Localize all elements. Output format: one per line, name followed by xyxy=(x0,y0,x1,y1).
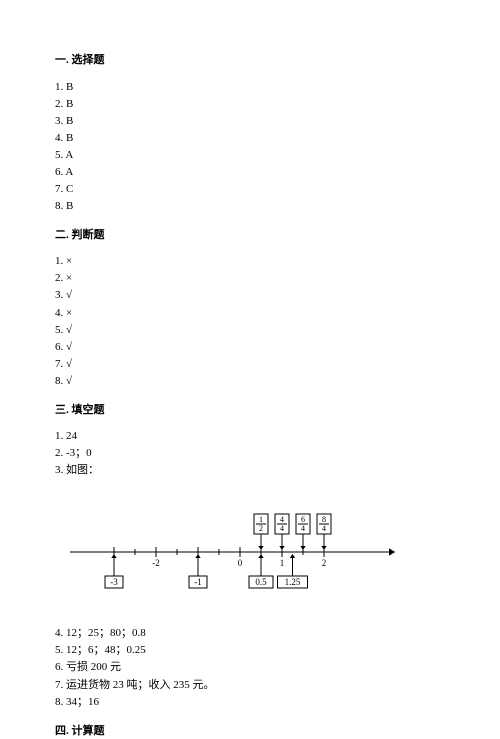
judge-answer: 6. √ xyxy=(55,339,445,356)
fill-answer: 6. 亏损 200 元 xyxy=(55,659,445,676)
choice-answer: 3. B xyxy=(55,113,445,130)
choice-answer: 6. A xyxy=(55,164,445,181)
judge-answer: 8. √ xyxy=(55,373,445,390)
svg-text:4: 4 xyxy=(280,524,284,533)
choice-answer-list: 1. B 2. B 3. B 4. B 5. A 6. A 7. C 8. B xyxy=(55,79,445,215)
fill-answer: 5. 12；6；48；0.25 xyxy=(55,642,445,659)
svg-text:4: 4 xyxy=(322,524,326,533)
svg-text:6: 6 xyxy=(301,515,305,524)
svg-text:0: 0 xyxy=(238,558,243,568)
judge-answer: 3. √ xyxy=(55,287,445,304)
section-heading-fill: 三. 填空题 xyxy=(55,402,445,419)
svg-text:-2: -2 xyxy=(152,558,160,568)
judge-answer-list: 1. × 2. × 3. √ 4. × 5. √ 6. √ 7. √ 8. √ xyxy=(55,253,445,389)
fill-answer: 8. 34；16 xyxy=(55,694,445,711)
fill-answer: 2. -3；0 xyxy=(55,445,445,462)
svg-text:4: 4 xyxy=(301,524,305,533)
svg-text:8: 8 xyxy=(322,515,326,524)
svg-text:0.5: 0.5 xyxy=(255,577,267,587)
choice-answer: 1. B xyxy=(55,79,445,96)
choice-answer: 7. C xyxy=(55,181,445,198)
number-line-figure: -2012-3-10.51.2512446484 xyxy=(55,497,445,607)
svg-text:2: 2 xyxy=(322,558,327,568)
svg-text:1: 1 xyxy=(259,515,263,524)
choice-answer: 2. B xyxy=(55,96,445,113)
svg-text:2: 2 xyxy=(259,524,263,533)
choice-answer: 8. B xyxy=(55,198,445,215)
fill-answer: 3. 如图： xyxy=(55,462,445,479)
svg-text:-3: -3 xyxy=(110,577,118,587)
choice-answer: 5. A xyxy=(55,147,445,164)
svg-text:4: 4 xyxy=(280,515,284,524)
fill-answer: 4. 12；25；80；0.8 xyxy=(55,625,445,642)
judge-answer: 7. √ xyxy=(55,356,445,373)
section-heading-calc: 四. 计算题 xyxy=(55,723,445,739)
judge-answer: 4. × xyxy=(55,305,445,322)
choice-answer: 4. B xyxy=(55,130,445,147)
section-heading-judge: 二. 判断题 xyxy=(55,227,445,244)
judge-answer: 1. × xyxy=(55,253,445,270)
svg-text:-1: -1 xyxy=(194,577,202,587)
fill-answer: 7. 运进货物 23 吨；收入 235 元。 xyxy=(55,677,445,694)
number-line-svg: -2012-3-10.51.2512446484 xyxy=(55,497,415,607)
svg-text:1: 1 xyxy=(280,558,285,568)
section-heading-choice: 一. 选择题 xyxy=(55,52,445,69)
judge-answer: 5. √ xyxy=(55,322,445,339)
svg-text:1.25: 1.25 xyxy=(285,577,301,587)
judge-answer: 2. × xyxy=(55,270,445,287)
fill-answer: 1. 24 xyxy=(55,428,445,445)
fill-answer-list: 1. 24 2. -3；0 3. 如图： xyxy=(55,428,445,479)
fill-answer-list-cont: 4. 12；25；80；0.8 5. 12；6；48；0.25 6. 亏损 20… xyxy=(55,625,445,710)
